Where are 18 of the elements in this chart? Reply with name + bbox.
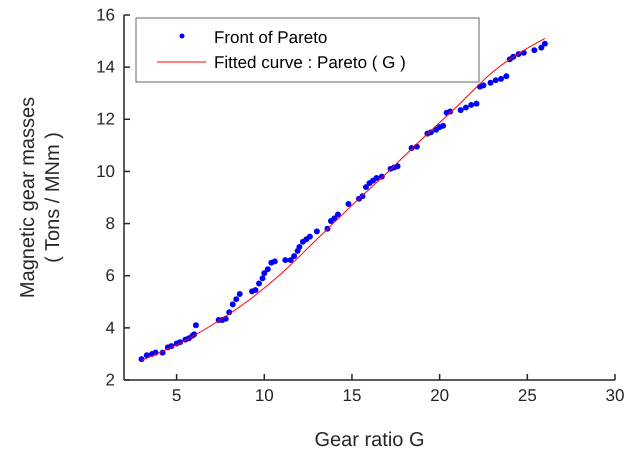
legend-label: Front of Pareto — [214, 28, 328, 47]
legend-label: Fitted curve : Pareto ( G ) — [214, 53, 406, 72]
x-tick-label: 15 — [342, 386, 362, 406]
x-axis-title: Gear ratio G — [314, 429, 425, 451]
x-tick-label: 25 — [518, 386, 537, 406]
y-tick-label: 4 — [106, 318, 115, 338]
y-tick-label: 2 — [106, 370, 115, 390]
y-tick-label: 6 — [106, 266, 115, 286]
y-tick-label: 14 — [96, 58, 115, 77]
x-tick-label: 20 — [430, 386, 450, 406]
y-tick-label: 8 — [106, 214, 115, 234]
y-tick-label: 12 — [96, 110, 115, 129]
y-tick-label: 10 — [96, 162, 115, 181]
y-tick-label: 16 — [96, 5, 115, 24]
x-tick-label: 30 — [606, 386, 624, 406]
x-tick-label: 10 — [254, 386, 274, 406]
y-axis-title: Magnetic gear masses ( Tons / MNm ) — [17, 96, 64, 298]
x-tick-label: 5 — [172, 386, 182, 406]
